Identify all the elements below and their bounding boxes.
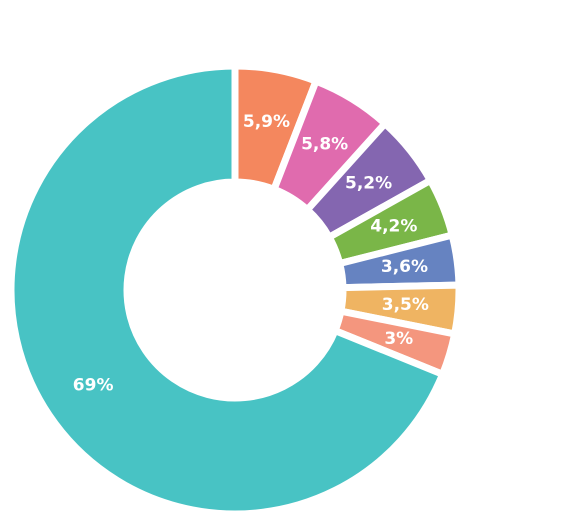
value-label: 5,2%: [345, 173, 392, 193]
value-label: 69%: [73, 376, 114, 396]
value-label: 3,6%: [381, 257, 428, 277]
value-label: 5,9%: [243, 112, 290, 132]
value-label: 3%: [384, 329, 413, 349]
value-label: 3,5%: [382, 295, 429, 315]
value-label: 5,8%: [301, 134, 348, 154]
value-label: 4,2%: [370, 217, 417, 237]
